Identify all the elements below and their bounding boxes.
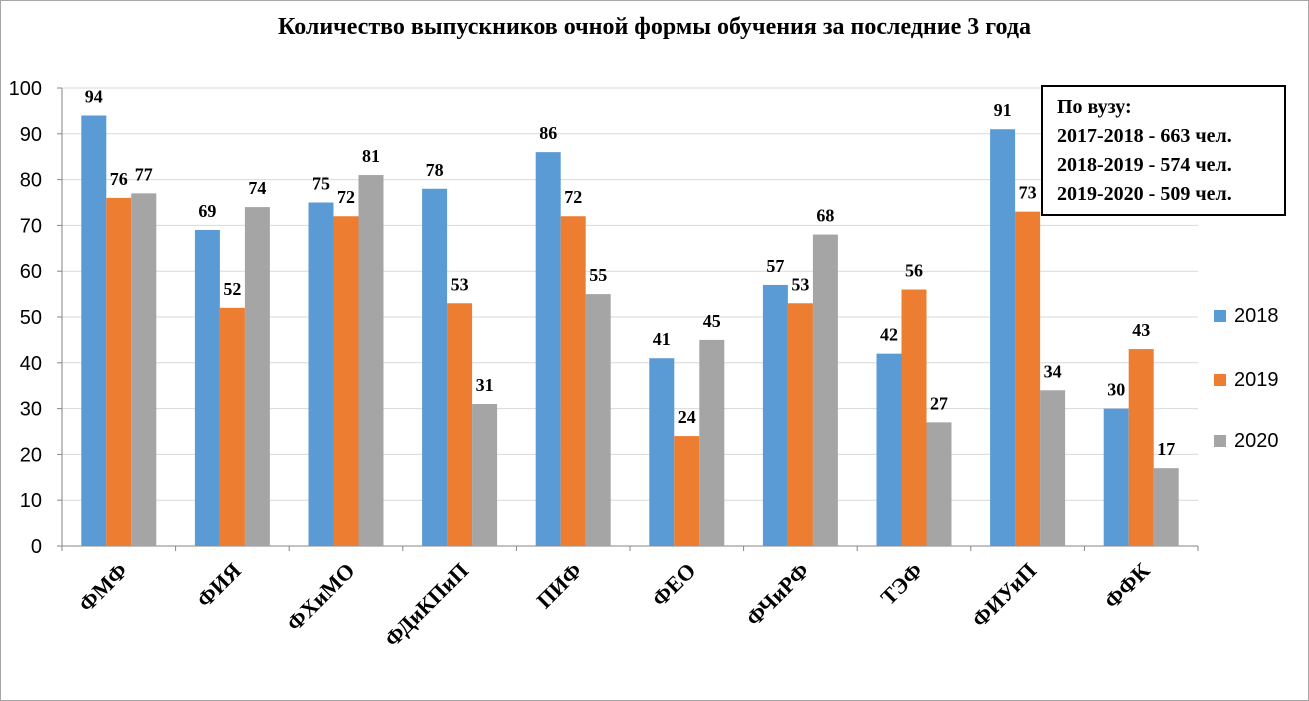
data-label: 72: [337, 187, 355, 207]
bar-2020: [472, 404, 498, 546]
data-label: 68: [816, 206, 834, 226]
data-label: 30: [1107, 380, 1125, 400]
x-tick-label: ФХиМО: [282, 558, 360, 636]
x-tick-label: ТЭФ: [875, 558, 927, 610]
data-label: 17: [1157, 439, 1175, 459]
bar-2018: [1103, 408, 1129, 546]
bar-2020: [131, 193, 157, 546]
x-tick-label: ФЕО: [647, 558, 701, 612]
y-tick-label: 20: [20, 444, 42, 466]
data-label: 76: [110, 169, 128, 189]
data-label: 78: [426, 160, 444, 180]
data-label: 45: [703, 311, 721, 331]
y-tick-label: 0: [31, 536, 42, 558]
annotation-line: По вузу:: [1057, 96, 1132, 118]
bar-2019: [333, 216, 359, 547]
data-label: 56: [905, 261, 923, 281]
data-label: 81: [362, 146, 380, 166]
bar-2018: [194, 229, 220, 547]
x-tick-label: ФИЯ: [192, 558, 246, 612]
legend-item-2020: 2020: [1214, 430, 1279, 452]
bar-2019: [674, 436, 700, 546]
data-label: 77: [135, 164, 153, 184]
bar-2020: [358, 175, 384, 546]
legend-swatch: [1214, 310, 1226, 322]
bar-2020: [585, 294, 611, 546]
bar-2019: [1128, 349, 1154, 546]
legend-item-2018: 2018: [1214, 305, 1279, 327]
bar-2018: [990, 129, 1016, 546]
bar-2020: [812, 234, 838, 546]
legend-item-2019: 2019: [1214, 369, 1279, 391]
y-tick-label: 60: [20, 261, 42, 283]
y-tick-label: 40: [20, 353, 42, 375]
bar-2019: [560, 216, 586, 547]
legend-swatch: [1214, 435, 1226, 447]
y-tick-label: 10: [20, 490, 42, 512]
data-label: 24: [678, 407, 696, 427]
y-tick-label: 80: [20, 170, 42, 192]
legend-label: 2020: [1234, 429, 1279, 452]
data-label: 53: [451, 274, 469, 294]
data-label: 57: [766, 256, 784, 276]
y-tick-label: 30: [20, 399, 42, 421]
data-label: 53: [791, 274, 809, 294]
x-tick-label: ФИУиП: [967, 558, 1041, 632]
bar-2018: [762, 284, 788, 546]
bar-2020: [699, 339, 725, 546]
annotation-line: 2017-2018 - 663 чел.: [1057, 125, 1232, 147]
x-tick-label: ФЧиРФ: [741, 558, 814, 631]
bar-2020: [244, 207, 270, 546]
bar-2019: [1015, 211, 1041, 546]
data-label: 34: [1044, 361, 1062, 381]
legend-label: 2019: [1234, 368, 1279, 391]
y-tick-label: 90: [20, 124, 42, 146]
bar-2018: [308, 202, 334, 546]
data-label: 42: [880, 325, 898, 345]
data-label: 55: [589, 265, 607, 285]
data-label: 94: [85, 86, 103, 106]
data-label: 91: [994, 100, 1012, 120]
bar-2019: [106, 197, 132, 547]
bar-2018: [535, 152, 561, 546]
legend-label: 2018: [1234, 304, 1279, 327]
data-label: 74: [248, 178, 266, 198]
bar-2018: [422, 188, 448, 546]
bar-2019: [219, 307, 245, 546]
bar-2020: [926, 422, 952, 546]
data-label: 69: [198, 201, 216, 221]
data-label: 72: [564, 187, 582, 207]
x-tick-label: ФМФ: [73, 558, 132, 617]
y-tick-label: 50: [20, 307, 42, 329]
x-tick-label: ФДиКПиП: [379, 558, 473, 652]
bar-2019: [787, 303, 813, 546]
data-label: 86: [539, 123, 557, 143]
chart-title: Количество выпускников очной формы обуче…: [278, 14, 1031, 40]
bar-2018: [81, 115, 107, 546]
data-label: 52: [223, 279, 241, 299]
bar-2018: [649, 358, 675, 546]
data-label: 75: [312, 174, 330, 194]
data-label: 41: [653, 329, 671, 349]
data-label: 31: [476, 375, 494, 395]
bar-2020: [1153, 468, 1179, 546]
bar-2019: [901, 289, 927, 546]
annotation-line: 2018-2019 - 574 чел.: [1057, 154, 1232, 176]
annotation-line: 2019-2020 - 509 чел.: [1057, 183, 1232, 205]
y-tick-label: 70: [20, 215, 42, 237]
summary-annotation-box: По вузу: 2017-2018 - 663 чел. 2018-2019 …: [1041, 85, 1286, 216]
bar-2018: [876, 353, 902, 546]
data-label: 27: [930, 393, 948, 413]
bar-2019: [447, 303, 473, 546]
x-tick-label: ПИФ: [531, 558, 586, 613]
data-label: 43: [1132, 320, 1150, 340]
legend-swatch: [1214, 374, 1226, 386]
y-tick-label: 100: [9, 78, 42, 100]
x-tick-label: ФФК: [1099, 558, 1155, 614]
data-label: 73: [1019, 183, 1037, 203]
bar-2020: [1040, 390, 1066, 546]
